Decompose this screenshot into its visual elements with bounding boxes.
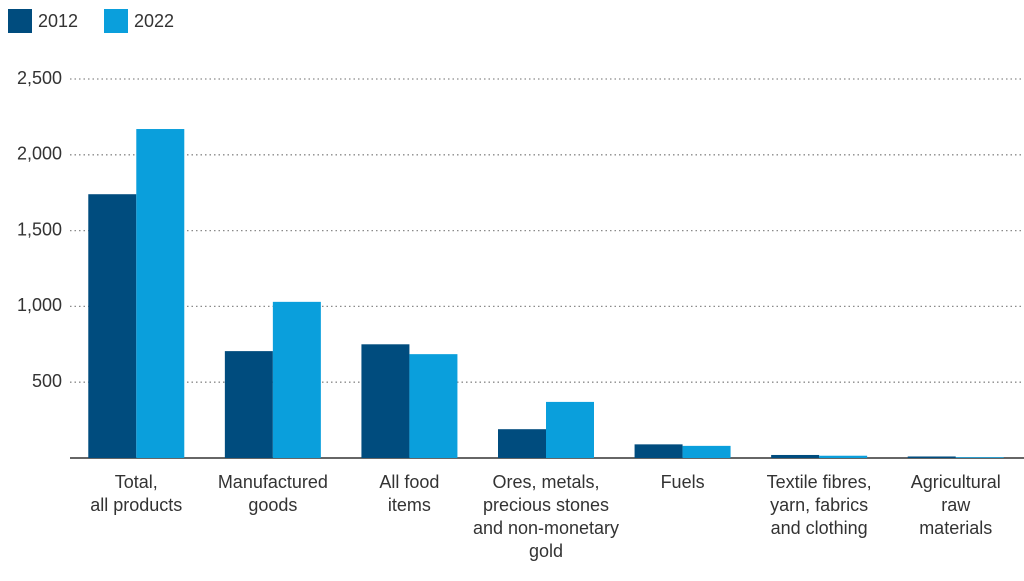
x-tick-label: Ores, metals, precious stones and non-mone… [473, 472, 619, 561]
bar [88, 194, 137, 458]
bar [955, 457, 1004, 458]
bar [361, 344, 410, 458]
bar [498, 429, 546, 458]
legend-label: 2022 [134, 11, 174, 31]
bar [224, 351, 273, 458]
x-tick-label: Fuels [661, 472, 705, 492]
bar [682, 445, 731, 458]
bar [907, 456, 956, 458]
bar [409, 354, 458, 458]
y-tick-label: 500 [32, 371, 62, 391]
y-tick-label: 2,500 [17, 68, 62, 88]
y-tick-label: 1,500 [17, 219, 62, 239]
bar [272, 301, 321, 458]
y-tick-label: 1,000 [17, 295, 62, 315]
bar [546, 401, 594, 458]
x-tick-label: Manufactured goods [218, 472, 328, 515]
x-tick-label: All food items [379, 472, 439, 515]
x-tick-label: Total, all products [90, 472, 182, 515]
legend-swatch [104, 9, 128, 33]
bar [771, 454, 820, 458]
x-tick-label: Agricultural raw materials [911, 472, 1001, 538]
legend-swatch [8, 9, 32, 33]
bar [819, 455, 868, 458]
y-tick-label: 2,000 [17, 144, 62, 164]
bar [634, 444, 683, 458]
legend-label: 2012 [38, 11, 78, 31]
x-tick-label: Textile fibres, yarn, fabrics and clothing [767, 472, 872, 538]
bar [136, 129, 185, 458]
